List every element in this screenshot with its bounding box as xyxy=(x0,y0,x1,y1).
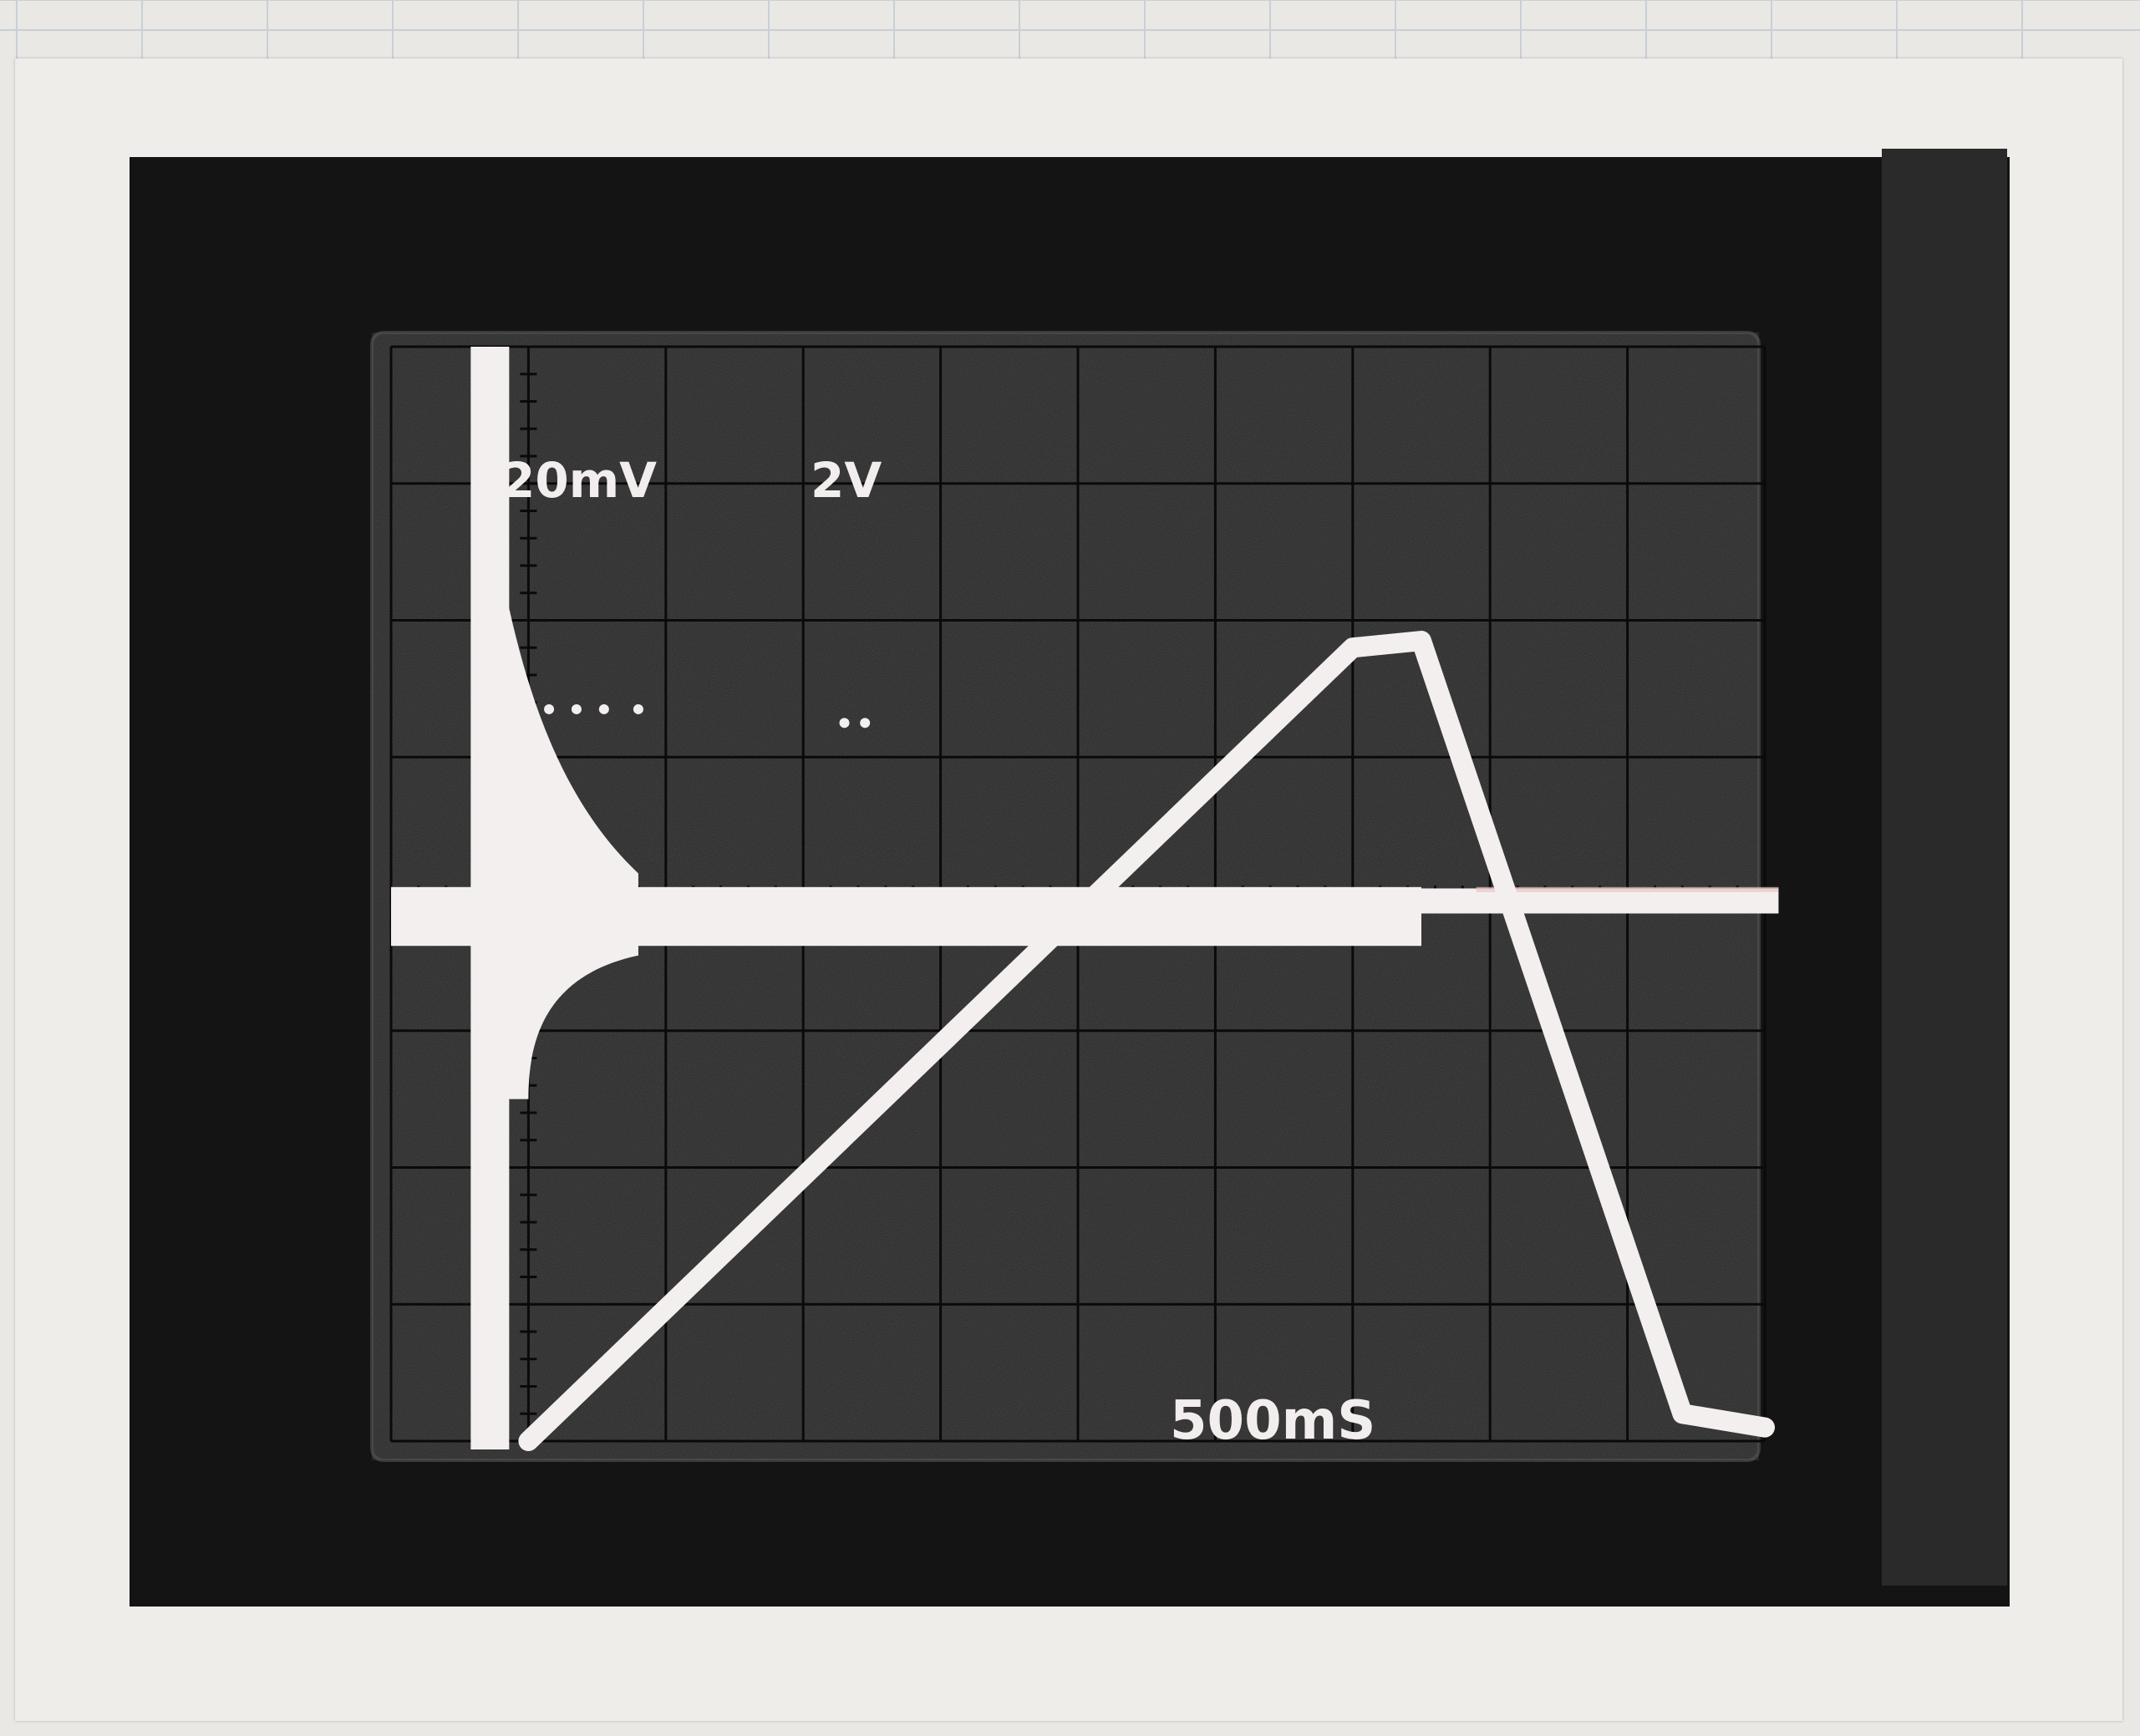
baseline-tint xyxy=(1476,886,1779,892)
baseline-band-tail xyxy=(1421,888,1779,914)
trace-dot xyxy=(544,703,555,714)
trace-dot xyxy=(839,718,850,728)
timebase-label: 500mS xyxy=(1170,1390,1375,1452)
mount-shade xyxy=(1882,149,2007,1586)
channel1-scale-label: 20mV xyxy=(501,452,657,509)
baseline-band xyxy=(391,886,1421,947)
channel2-scale-label: 2V xyxy=(811,452,882,509)
trace-dot xyxy=(598,703,609,714)
trace-dot xyxy=(633,703,643,714)
ramp-trace xyxy=(518,631,1775,1451)
trace-dot xyxy=(860,718,871,728)
trace-group xyxy=(391,347,1779,1451)
trace-dot xyxy=(571,703,582,714)
graph-paper-grid xyxy=(0,0,2140,58)
